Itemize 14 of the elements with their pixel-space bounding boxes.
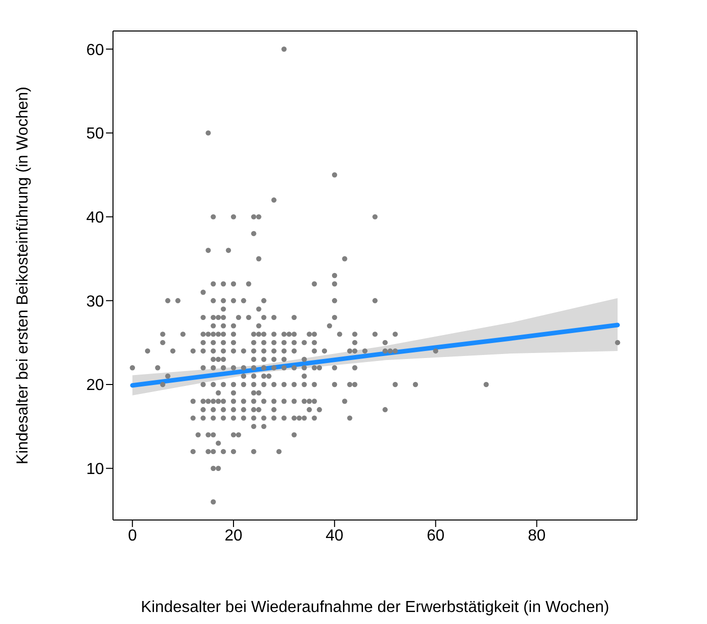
x-tick-label: 60 <box>426 527 445 544</box>
y-tick-label: 50 <box>86 126 104 143</box>
y-tick-label: 20 <box>86 377 104 394</box>
line-series <box>130 322 620 388</box>
x-axis-title: Kindesalter bei Wiederaufnahme der Erwerbstätigkeit (in Wochen) <box>140 599 610 616</box>
y-tick-label: 10 <box>86 461 104 478</box>
y-tick-label: 40 <box>86 209 104 226</box>
x-tick-label: 20 <box>224 527 242 544</box>
y-axis-title: Kindesalter bei ersten Beikosteinführung (in Wochen) <box>14 86 32 464</box>
y-tick-label: 60 <box>86 42 104 59</box>
y-tick-label: 30 <box>86 293 104 310</box>
x-tick-label: 40 <box>326 527 344 544</box>
x-tick-label: 0 <box>128 527 137 544</box>
x-tick-label: 80 <box>528 527 546 544</box>
